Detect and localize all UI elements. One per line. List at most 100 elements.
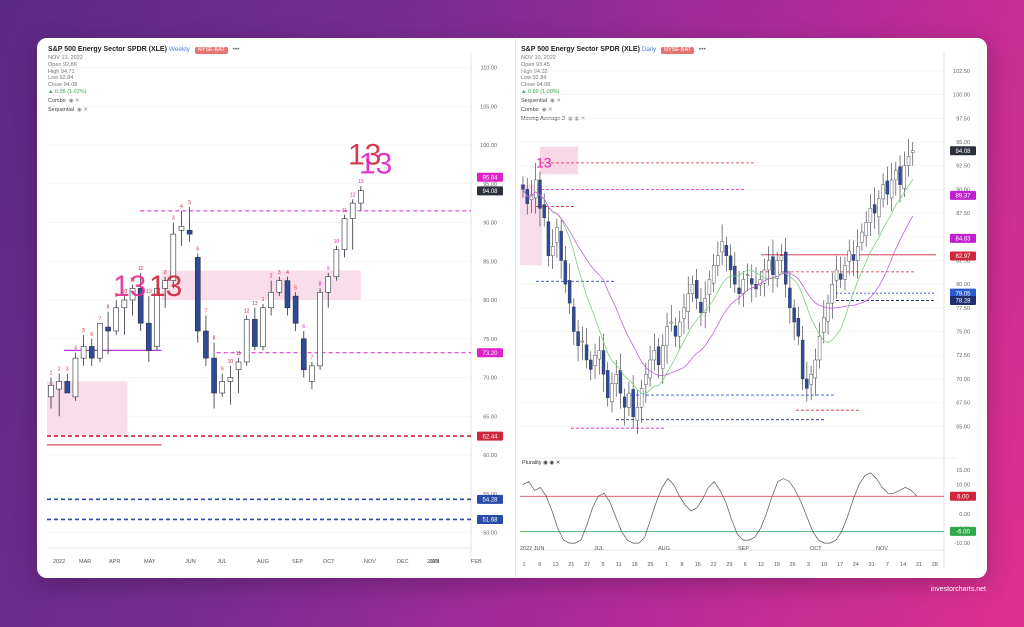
sequential-count: 11 (236, 351, 241, 357)
candle-body (644, 373, 648, 385)
price-tag-bg (950, 295, 976, 305)
price-tag-bg (950, 288, 976, 298)
candle-body (576, 331, 580, 346)
candle-body (219, 381, 226, 394)
indicator-row[interactable]: Sequential ◉ ✕ (48, 106, 88, 113)
x-day-label: 25 (647, 562, 653, 568)
candle-body (610, 383, 614, 402)
candle-body (113, 307, 120, 332)
candle-body (589, 359, 593, 370)
change-value: 0.89 (1.00%) (527, 89, 560, 96)
osc-tag-bg (950, 491, 976, 501)
daily-candlestick-chart[interactable]: 65.0067.5070.0072.5075.0077.5080.0082.50… (516, 38, 984, 578)
oscillator-name: Plurality ◉ ◉ ✕ (522, 460, 561, 466)
price-tag: 94.08 (482, 189, 498, 195)
x-tick-label: 2022 (53, 559, 65, 565)
candle-body (843, 265, 847, 280)
candle-body (771, 256, 775, 275)
sequential-count: 4 (286, 270, 289, 276)
candle-body (682, 307, 686, 319)
candle-body (521, 184, 525, 190)
timeframe-label[interactable]: Weekly (168, 46, 190, 53)
candle-body (788, 287, 792, 309)
y-tick-label: 100.00 (480, 143, 497, 149)
candle-body (851, 254, 856, 261)
y-tick-label: 50.00 (483, 531, 497, 537)
more-options-icon[interactable]: ••• (232, 46, 240, 53)
x-tick-label: DEC (397, 559, 409, 565)
x-day-label: 6 (538, 562, 541, 568)
y-tick-label: 87.50 (956, 211, 970, 217)
chart-title: S&P 500 Energy Sector SPDR (XLE) (521, 46, 640, 53)
more-options-icon[interactable]: ••• (698, 46, 706, 53)
candle-body (737, 287, 741, 294)
chart-date: NOV 10, 2022 (521, 54, 556, 61)
candle-body (64, 381, 71, 394)
indicator-row[interactable]: Combo ◉ ✕ (48, 98, 80, 104)
candle-body (652, 350, 657, 361)
x-day-label: 1 (665, 562, 668, 568)
candle-body (783, 251, 788, 285)
price-tag: 84.83 (955, 237, 971, 243)
candle-body (597, 350, 601, 360)
price-tag-bg (477, 186, 503, 196)
sequential-count: 13 (146, 289, 152, 295)
candle-body (170, 233, 177, 281)
price-tag: 82.97 (955, 254, 971, 260)
x-tick-label: JAN (429, 559, 439, 565)
indicator-settings-icon: ◉ ✕ (550, 98, 561, 104)
price-tag-bg (477, 348, 503, 358)
weekly-chart-header: S&P 500 Energy Sector SPDR (XLE) Weekly … (48, 46, 240, 113)
candle-body (733, 265, 737, 285)
osc-tag-bg (950, 526, 976, 536)
x-day-label: 12 (758, 562, 764, 568)
price-tag-bg (477, 514, 503, 524)
candle-body (606, 370, 610, 399)
candle-body (309, 365, 315, 382)
x-day-label: 27 (584, 562, 590, 568)
sequential-count: 12 (244, 309, 250, 315)
candle-body (97, 322, 103, 359)
indicator-row[interactable]: Combo ◉ ✕ (521, 106, 553, 113)
x-tick-label: SEP (292, 559, 303, 565)
candle-body (906, 156, 911, 166)
candle-body (767, 260, 771, 271)
x-day-label: 6 (744, 562, 747, 568)
y-tick-label: 80.00 (483, 298, 497, 304)
candle-body (885, 180, 890, 195)
high-value: 94.32 (533, 68, 548, 75)
weekly-candlestick-chart[interactable]: 50.00 55.00 60.00 65.00 70.00 75.00 80.00 85.00… (43, 38, 513, 578)
candle-body (580, 340, 585, 343)
indicator-row[interactable]: Sequential ◉ ✕ (521, 98, 561, 104)
sequential-count: 10 (122, 289, 128, 295)
candle-body (711, 265, 716, 284)
x-day-label: 17 (837, 562, 843, 568)
price-tag: 54.28 (482, 498, 498, 504)
candle-body (809, 373, 813, 385)
price-tag-bg (477, 172, 503, 182)
candle-body (341, 218, 348, 250)
candle-body (542, 204, 546, 219)
candle-body (72, 357, 79, 398)
candle-body (902, 165, 906, 189)
x-month-label: 2022 JUN (520, 546, 544, 552)
sequential-count: 5 (188, 200, 191, 206)
exchange-badge: NYSE-BAT (194, 47, 228, 54)
candle-body (690, 283, 695, 294)
candle-body (129, 288, 136, 301)
candle-body (911, 150, 915, 153)
x-tick-label: FEB (471, 559, 482, 565)
y-tick-label: 105.00 (480, 104, 497, 110)
low-value: 92.84 (59, 75, 74, 82)
candle-body (317, 291, 323, 367)
candle-body (593, 355, 597, 366)
x-day-label: 24 (853, 562, 859, 568)
candle-body (716, 255, 720, 266)
y-tick-label: 70.00 (956, 377, 970, 383)
timeframe-label[interactable]: Daily (641, 46, 657, 53)
x-day-label: 29 (726, 562, 732, 568)
indicator-row[interactable]: Moving Average 2 ◉ ◉ ✕ (521, 115, 586, 122)
daily-chart-header: S&P 500 Energy Sector SPDR (XLE) Daily N… (521, 46, 706, 122)
candle-body (567, 280, 572, 304)
indicator-settings-icon: ◉ ✕ (77, 106, 88, 113)
